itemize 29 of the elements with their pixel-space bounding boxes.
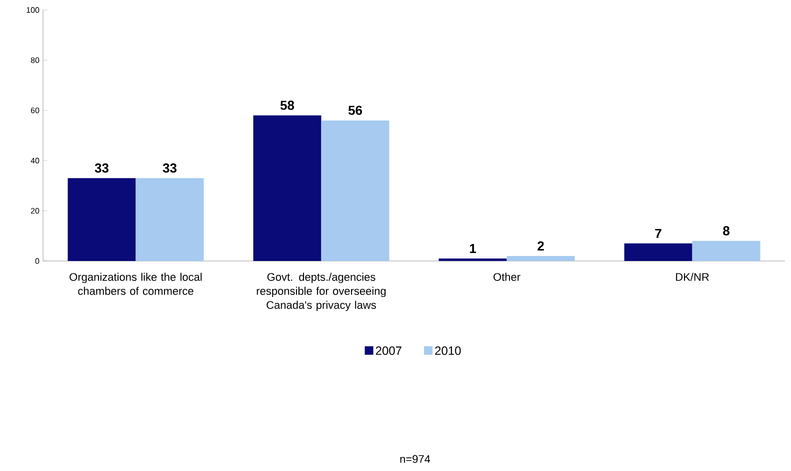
bar xyxy=(624,243,692,261)
y-tick-label: 80 xyxy=(30,57,40,64)
x-tick-label: DK/NR xyxy=(676,272,709,281)
data-label: 2 xyxy=(538,241,544,250)
bar xyxy=(136,178,204,261)
bar xyxy=(253,115,322,261)
y-tick-label: 0 xyxy=(35,258,40,264)
x-tick-label: Organizations like the local chambers of commerce xyxy=(70,272,202,295)
data-label: 56 xyxy=(348,106,362,115)
bar xyxy=(506,256,575,261)
legend-label: 2010 xyxy=(435,346,461,355)
y-tick-label: 40 xyxy=(30,158,40,164)
data-label: 1 xyxy=(470,244,476,253)
y-tick-label: 20 xyxy=(30,208,40,214)
y-tick-label: 60 xyxy=(30,108,40,114)
bar xyxy=(321,120,390,261)
y-tick-label: 100 xyxy=(26,7,40,13)
data-label: 58 xyxy=(280,100,294,110)
data-label: 33 xyxy=(94,163,109,173)
bar xyxy=(438,258,507,261)
legend-label: 2007 xyxy=(376,346,402,355)
x-tick-label: Other xyxy=(494,272,520,281)
data-label: 33 xyxy=(162,163,177,173)
bar xyxy=(692,240,760,261)
x-tick-label: Govt. depts./agencies responsible for overseeing Canada's privacy laws xyxy=(256,272,386,312)
data-label: 8 xyxy=(723,226,730,236)
data-label: 7 xyxy=(655,228,662,238)
text: n=974 xyxy=(400,455,430,463)
bar xyxy=(68,178,136,261)
